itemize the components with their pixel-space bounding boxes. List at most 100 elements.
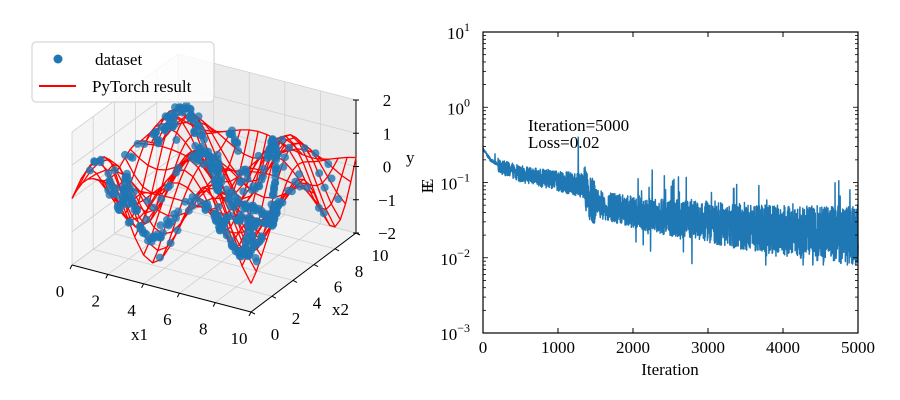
y-tick-label: 101 (447, 20, 470, 43)
data-point (223, 213, 231, 222)
x-tick-label: 4000 (766, 338, 800, 357)
data-point (193, 121, 202, 130)
legend-dataset-label: dataset (95, 50, 142, 69)
x1-tick (176, 292, 180, 298)
data-point (136, 222, 144, 231)
data-point (324, 160, 333, 168)
data-point (226, 236, 235, 245)
data-point (208, 156, 216, 165)
data-point (257, 175, 266, 184)
x-tick-labels: 0 1000 2000 3000 4000 5000 (479, 338, 875, 357)
data-point (270, 182, 279, 191)
data-point (217, 178, 226, 186)
data-point (311, 149, 320, 158)
x1-tick (69, 264, 73, 270)
data-point (244, 221, 253, 230)
e-axis-label: E (418, 179, 437, 189)
data-point (187, 153, 196, 162)
data-point (259, 164, 268, 173)
data-point (127, 199, 136, 208)
data-point (319, 209, 328, 218)
loss-line (482, 136, 859, 266)
data-point (334, 195, 343, 204)
x-tick-label: 2000 (616, 338, 650, 357)
data-point (235, 216, 244, 225)
data-point (162, 123, 171, 132)
grid-line (93, 249, 273, 297)
x1-tick-label: 10 (231, 329, 248, 348)
data-point (142, 215, 151, 224)
data-point (271, 162, 280, 171)
data-point (235, 249, 244, 258)
y-axis-label: y (406, 148, 415, 167)
x2-tick (292, 279, 298, 283)
data-point (157, 195, 166, 203)
data-point (207, 165, 216, 174)
y-tick-label: 10−2 (440, 246, 470, 269)
data-point (151, 129, 160, 137)
legend-fit-label: PyTorch result (92, 77, 192, 96)
y-tick-label: −1 (378, 191, 396, 210)
x2-tick-label: 2 (292, 309, 301, 328)
x2-axis-label: x2 (332, 300, 349, 319)
data-point (278, 198, 287, 207)
wireframe-line (177, 116, 357, 160)
data-point (96, 155, 105, 164)
axis-ticks (482, 32, 859, 334)
wireframe-line (241, 157, 348, 267)
y-tick-label: 1 (383, 124, 392, 143)
data-point (200, 135, 208, 144)
x2-tick-label: 6 (334, 278, 343, 297)
x1-axis-line (71, 264, 252, 313)
data-point (267, 137, 276, 146)
data-point (184, 206, 193, 215)
data-point (271, 145, 280, 154)
data-point (174, 163, 183, 172)
data-point (300, 144, 309, 153)
y-tick-label: −2 (378, 224, 396, 243)
y-tick-exponent: 0 (464, 95, 470, 109)
data-point (254, 182, 263, 190)
data-point (278, 135, 286, 144)
data-point (215, 222, 223, 231)
data-point (149, 203, 158, 212)
data-point (156, 221, 165, 230)
data-point (204, 147, 213, 156)
data-point (327, 174, 336, 183)
x2-tick (313, 264, 319, 268)
x2-tick-label: 8 (355, 262, 364, 281)
data-point (245, 214, 254, 223)
x1-tick (141, 283, 145, 289)
x1-tick-label: 0 (56, 282, 65, 301)
data-point (165, 181, 174, 190)
legend: dataset PyTorch result (31, 41, 215, 103)
data-point (214, 166, 223, 174)
data-point (242, 234, 251, 243)
data-point (281, 153, 289, 162)
data-point (155, 253, 164, 262)
x2-tick (271, 295, 277, 299)
data-point (115, 206, 124, 214)
data-point (236, 178, 245, 186)
data-point (168, 112, 176, 121)
x-tick-label: 5000 (841, 338, 875, 357)
data-point (247, 202, 256, 210)
data-point (168, 122, 177, 131)
x1-tick-label: 8 (199, 320, 208, 339)
x-tick-label: 1000 (541, 338, 575, 357)
data-point (271, 173, 280, 182)
y-tick-label: 10−1 (440, 171, 470, 194)
x1-tick (105, 274, 109, 279)
y-tick-label: 100 (447, 95, 470, 118)
data-point (126, 218, 134, 226)
data-point (266, 216, 275, 225)
y-axis-label: E (418, 183, 437, 193)
x1-tick-label: 2 (92, 291, 101, 310)
x1-axis-label: x1 (131, 325, 148, 344)
data-point (133, 139, 142, 148)
data-point (251, 254, 260, 262)
y-tick-exponent: −3 (457, 321, 470, 335)
data-point (90, 158, 99, 167)
data-point (178, 105, 187, 114)
